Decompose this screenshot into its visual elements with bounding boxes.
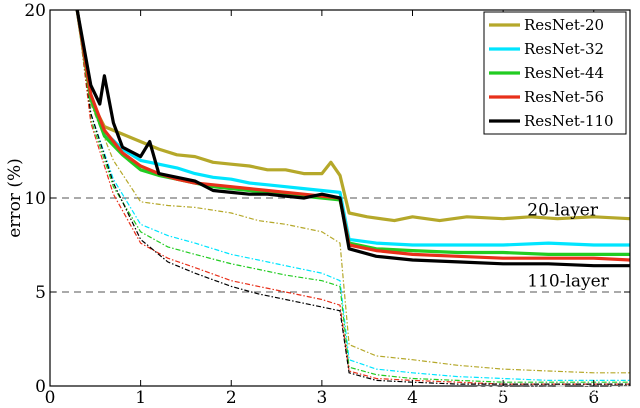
x-tick-label-3: 3 xyxy=(316,388,327,408)
annotations: 20-layer 110-layer xyxy=(527,200,609,291)
x-axis-ticks: 0 1 2 3 4 5 6 xyxy=(45,10,599,408)
test-line-resnet-56 xyxy=(75,9,631,262)
annotation-110-layer: 110-layer xyxy=(527,272,609,292)
test-line-resnet-44 xyxy=(75,9,630,256)
x-tick-label-2: 2 xyxy=(226,388,237,408)
y-tick-label-10: 10 xyxy=(24,189,46,209)
legend-label-resnet-32: ResNet-32 xyxy=(524,40,604,58)
x-tick-label-6: 6 xyxy=(588,388,599,408)
watermark-text: CSDN @送自己一朵小红花 xyxy=(474,384,632,400)
test-line-resnet-110 xyxy=(75,9,630,268)
y-tick-label-5: 5 xyxy=(35,283,46,303)
legend-label-resnet-44: ResNet-44 xyxy=(524,64,604,82)
y-axis-ticks: 0 5 10 20 xyxy=(24,1,630,397)
train-line-resnet-44 xyxy=(76,9,630,383)
train-line-resnet-32 xyxy=(76,9,630,381)
y-axis-label: error (%) xyxy=(5,158,25,238)
legend-label-resnet-110: ResNet-110 xyxy=(524,112,614,130)
y-tick-label-20: 20 xyxy=(24,1,46,21)
y-tick-label-0: 0 xyxy=(35,377,46,397)
annotation-20-layer: 20-layer xyxy=(527,200,599,220)
x-tick-label-0: 0 xyxy=(45,388,56,408)
legend: ResNet-20 ResNet-32 ResNet-44 ResNet-56 ResN… xyxy=(483,11,627,135)
legend-label-resnet-56: ResNet-56 xyxy=(524,88,604,106)
x-tick-label-5: 5 xyxy=(498,388,509,408)
train-line-resnet-20 xyxy=(76,9,630,374)
x-tick-label-4: 4 xyxy=(407,388,418,408)
test-error-lines xyxy=(75,9,631,268)
x-tick-label-1: 1 xyxy=(135,388,146,408)
test-line-resnet-32 xyxy=(75,9,630,247)
legend-label-resnet-20: ResNet-20 xyxy=(524,16,604,34)
